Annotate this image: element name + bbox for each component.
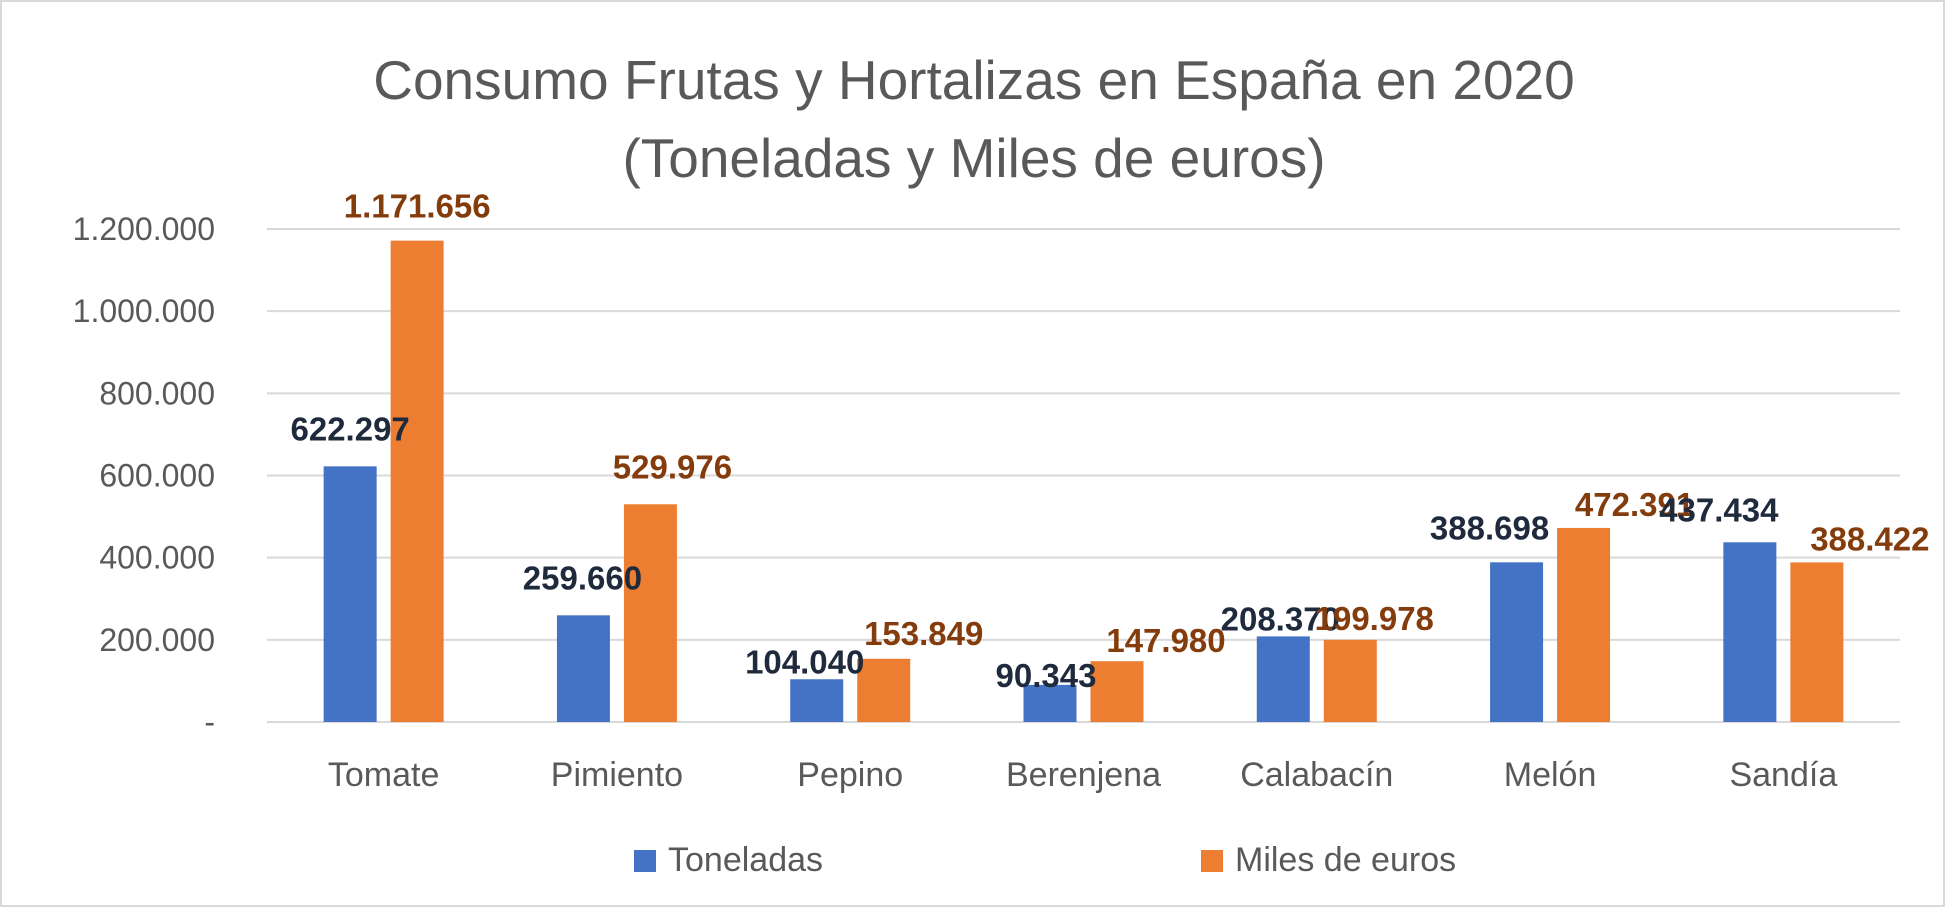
data-label: 90.343 <box>996 657 1097 694</box>
data-label: 1.171.656 <box>344 188 491 225</box>
x-tick-label: Sandía <box>1729 756 1837 794</box>
chart-title-line-2: (Toneladas y Miles de euros) <box>622 127 1325 189</box>
x-tick-label: Pimiento <box>551 756 683 794</box>
y-tick-label: 600.000 <box>99 458 215 494</box>
bar-toneladas <box>1490 562 1544 722</box>
legend-label: Miles de euros <box>1235 841 1456 879</box>
bar-toneladas <box>1023 684 1077 722</box>
data-label: 147.980 <box>1106 622 1225 659</box>
grid-lines <box>267 228 1900 723</box>
bar-miles-de-euros <box>390 240 444 722</box>
bar-miles-de-euros <box>1090 661 1144 722</box>
data-label: 208.370 <box>1221 600 1340 637</box>
bar-toneladas <box>1256 636 1310 722</box>
bar-miles-de-euros <box>1557 527 1611 722</box>
y-tick-label: 800.000 <box>99 375 215 411</box>
bar-toneladas <box>790 679 844 722</box>
data-label: 437.434 <box>1659 491 1779 528</box>
data-label: 199.978 <box>1315 600 1434 637</box>
x-tick-label: Tomate <box>328 756 440 794</box>
data-label: 622.297 <box>290 410 409 447</box>
y-tick-label: 1.000.000 <box>73 293 215 329</box>
x-axis-category-labels: Tomate Pimiento Pepino Berenjena Calabacín Me… <box>328 756 1837 794</box>
bar-toneladas <box>556 615 610 722</box>
data-label: 529.976 <box>613 448 732 485</box>
data-label: 388.422 <box>1810 520 1929 557</box>
bar-miles-de-euros <box>1323 639 1377 722</box>
y-tick-label: - <box>204 704 215 740</box>
bars <box>323 240 1844 722</box>
data-label: 153.849 <box>864 615 983 652</box>
chart-title: Consumo Frutas y Hortalizas en España en… <box>373 49 1575 189</box>
bar-miles-de-euros <box>1790 562 1844 722</box>
legend-swatch <box>634 850 656 872</box>
legend-swatch <box>1201 850 1223 872</box>
data-label: 472.391 <box>1575 486 1694 523</box>
bar-miles-de-euros <box>857 658 911 722</box>
y-tick-label: 1.200.000 <box>73 211 215 247</box>
x-tick-label: Calabacín <box>1240 756 1393 794</box>
data-label: 104.040 <box>745 643 864 680</box>
legend: Toneladas Miles de euros <box>634 841 1456 879</box>
data-labels: 622.297 1.171.656 259.660 529.976 104.040153… <box>290 188 1929 694</box>
x-tick-label: Melón <box>1504 756 1597 794</box>
chart-title-line-1: Consumo Frutas y Hortalizas en España en… <box>373 49 1575 111</box>
bar-toneladas <box>323 466 377 722</box>
data-label: 259.660 <box>523 559 642 596</box>
data-label: 388.698 <box>1430 509 1549 546</box>
x-tick-label: Pepino <box>797 756 903 794</box>
x-tick-label: Berenjena <box>1006 756 1161 794</box>
legend-label: Toneladas <box>668 841 823 879</box>
y-tick-label: 400.000 <box>99 540 215 576</box>
y-tick-label: 200.000 <box>99 622 215 658</box>
bar-toneladas <box>1723 542 1777 722</box>
bar-miles-de-euros <box>623 504 677 722</box>
y-axis-tick-labels: - 200.000 400.000 600.000 800.000 1.000.000 1.… <box>73 211 215 740</box>
